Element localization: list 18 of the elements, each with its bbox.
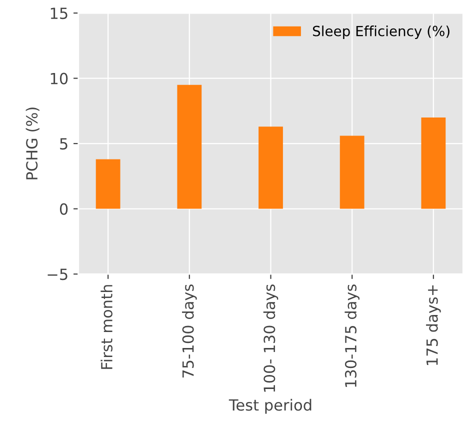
y-tick-label: 0 bbox=[60, 203, 68, 215]
y-tick-label: 5 bbox=[60, 138, 68, 150]
x-tick-label: 130-175 days bbox=[344, 284, 360, 387]
y-axis-title: PCHG (%) bbox=[26, 108, 40, 180]
y-tick-label: −5 bbox=[48, 268, 68, 280]
y-tick-label: 10 bbox=[50, 72, 68, 84]
bar bbox=[421, 117, 446, 209]
x-tick-label: 100- 130 days bbox=[263, 284, 278, 392]
x-tick-label: First month bbox=[100, 285, 112, 369]
bar bbox=[258, 126, 283, 209]
x-tick-label: 175 days+ bbox=[426, 285, 441, 365]
y-tick-label: 15 bbox=[50, 8, 68, 20]
legend-label: Sleep Efficiency (%) bbox=[312, 26, 450, 39]
x-axis-title: Test period bbox=[228, 398, 312, 414]
x-tick-label: 75-100 days bbox=[182, 284, 197, 378]
bar bbox=[340, 136, 364, 209]
bar bbox=[177, 84, 202, 209]
bar bbox=[96, 159, 120, 209]
